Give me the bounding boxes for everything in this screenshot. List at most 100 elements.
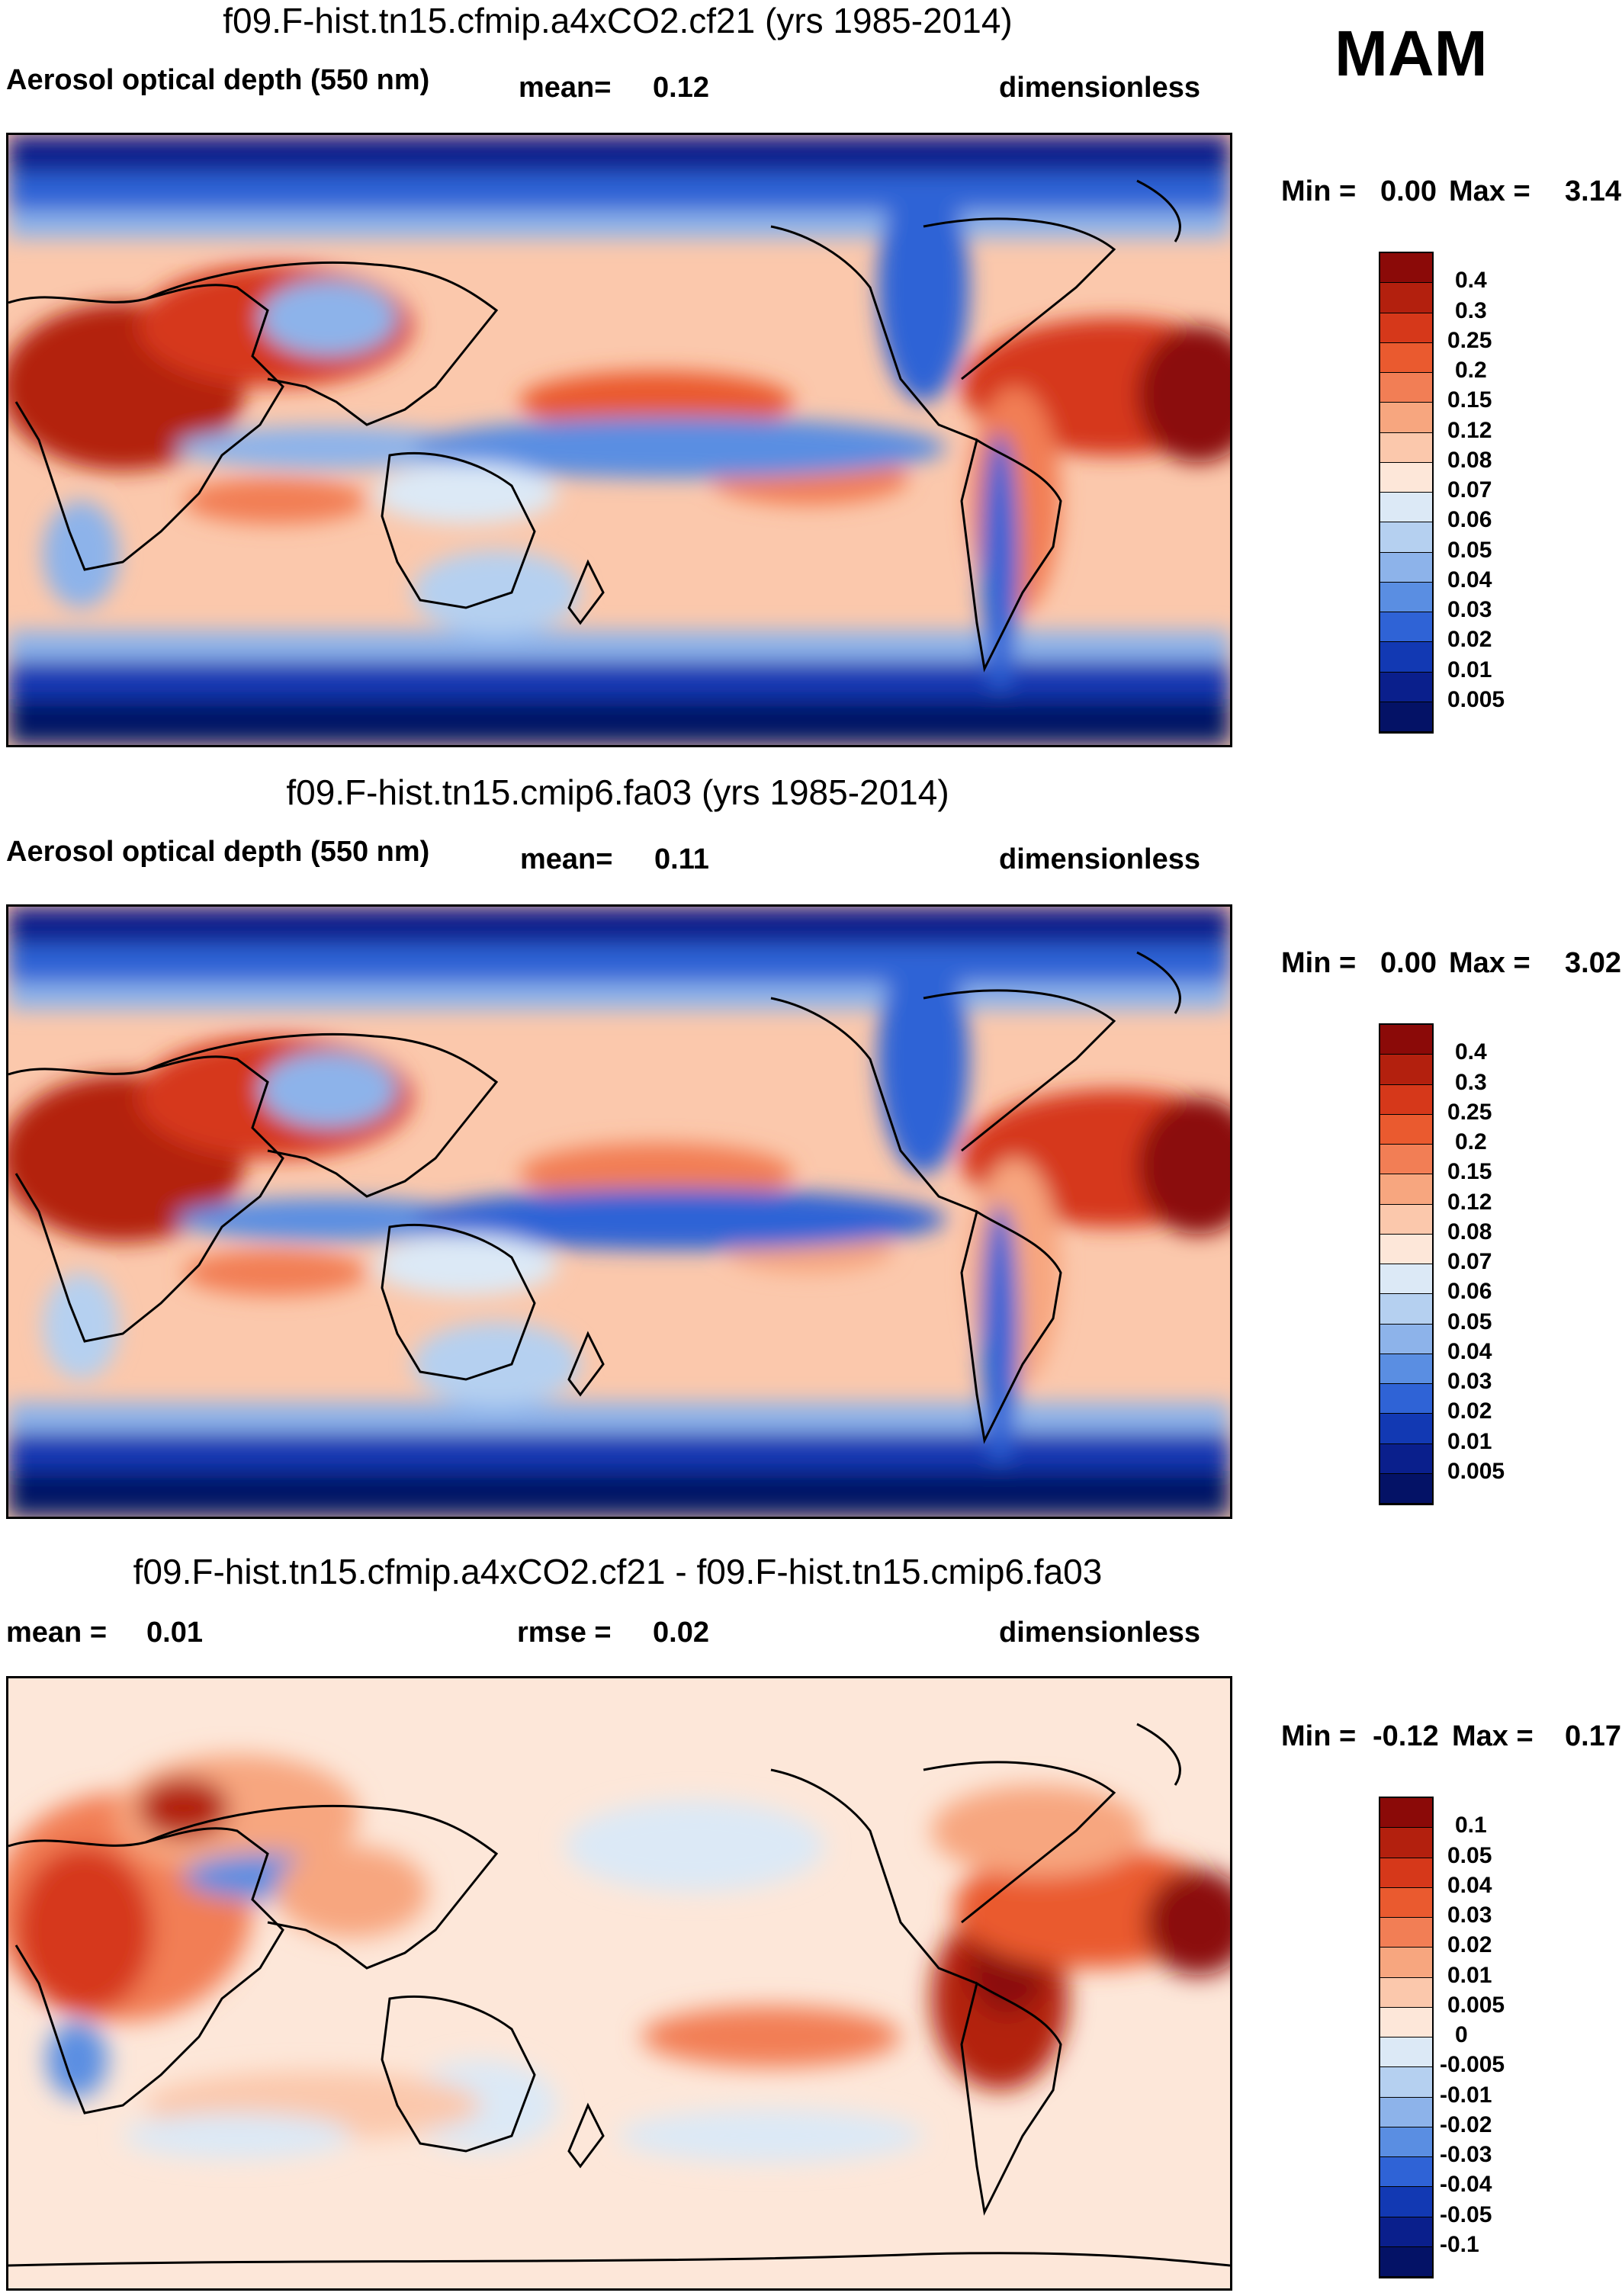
colorbar-tick-label: 0.04 bbox=[1447, 1872, 1492, 1898]
panel2-title: f09.F-hist.tn15.cmip6.fa03 (yrs 1985-201… bbox=[286, 772, 949, 812]
colorbar-tick-label: 0.25 bbox=[1447, 327, 1492, 353]
panel3-rmse-label: rmse = bbox=[517, 1617, 612, 1649]
panel2-colorbar bbox=[1379, 1023, 1434, 1505]
colorbar-tick-label: 0.06 bbox=[1447, 507, 1492, 533]
colorbar-tick-label: 0.005 bbox=[1447, 686, 1505, 712]
panel2-units: dimensionless bbox=[999, 843, 1200, 875]
colorbar-swatch bbox=[1380, 462, 1432, 493]
colorbar-swatch bbox=[1380, 2007, 1432, 2037]
panel3-max-value: 0.17 bbox=[1565, 1720, 1621, 1752]
panel1-mean-label: mean= bbox=[519, 72, 612, 104]
colorbar-tick-label: 0.08 bbox=[1447, 447, 1492, 473]
colorbar-swatch bbox=[1380, 582, 1432, 612]
panel3-rmse-value: 0.02 bbox=[653, 1617, 709, 1649]
colorbar-tick-label: 0.3 bbox=[1455, 1069, 1487, 1095]
colorbar-tick-label: 0.03 bbox=[1447, 1369, 1492, 1394]
colorbar-tick-label: 0.4 bbox=[1455, 1039, 1487, 1065]
colorbar-swatch bbox=[1380, 612, 1432, 643]
panel3-units: dimensionless bbox=[999, 1617, 1200, 1649]
panel2-mean-label: mean= bbox=[520, 843, 613, 875]
colorbar-swatch bbox=[1380, 313, 1432, 343]
colorbar-swatch bbox=[1380, 432, 1432, 463]
panel1-map bbox=[1, 133, 1267, 747]
colorbar-swatch bbox=[1380, 1324, 1432, 1354]
panel1-title: f09.F-hist.tn15.cfmip.a4xCO2.cf21 (yrs 1… bbox=[223, 1, 1013, 40]
colorbar-swatch bbox=[1380, 1294, 1432, 1325]
panel3-colorbar bbox=[1379, 1797, 1434, 2278]
colorbar-swatch bbox=[1380, 1354, 1432, 1384]
panel1-max-value: 3.14 bbox=[1565, 175, 1621, 207]
colorbar-swatch bbox=[1380, 2246, 1432, 2277]
panel3-coastlines bbox=[8, 1723, 1231, 2267]
colorbar-tick-label: 0.12 bbox=[1447, 417, 1492, 443]
panel2-coastlines bbox=[8, 951, 1181, 1444]
colorbar-swatch bbox=[1380, 1084, 1432, 1115]
colorbar-swatch bbox=[1380, 342, 1432, 373]
panel1-map-svg bbox=[1, 135, 1267, 745]
colorbar-tick-label: -0.005 bbox=[1440, 2052, 1505, 2078]
season-label: MAM bbox=[1335, 18, 1488, 89]
colorbar-swatch bbox=[1380, 552, 1432, 583]
panel2-mean-value: 0.11 bbox=[654, 843, 709, 875]
colorbar-tick-label: 0.07 bbox=[1447, 1249, 1492, 1274]
panel3-min-value: -0.12 bbox=[1373, 1720, 1439, 1752]
colorbar-tick-label: 0.02 bbox=[1447, 627, 1492, 653]
colorbar-swatch bbox=[1380, 2127, 1432, 2157]
panel1-mean-value: 0.12 bbox=[653, 72, 709, 104]
colorbar-swatch bbox=[1380, 2037, 1432, 2068]
colorbar-swatch bbox=[1380, 1384, 1432, 1415]
panel3-map-svg bbox=[0, 1678, 1251, 2288]
panel3-max-label: Max = bbox=[1452, 1720, 1534, 1752]
colorbar-tick-label: -0.1 bbox=[1440, 2231, 1479, 2257]
panel1-colorbar-labels: 0.4 0.3 0.25 0.2 0.15 0.12 0.08 0.07 0.06 0.05 0.0… bbox=[1441, 252, 1525, 734]
colorbar-tick-label: 0.01 bbox=[1447, 1962, 1492, 1988]
colorbar-tick-label: 0.04 bbox=[1447, 567, 1492, 592]
colorbar-tick-label: 0.01 bbox=[1447, 1428, 1492, 1454]
panel2-min-value: 0.00 bbox=[1380, 947, 1437, 979]
colorbar-tick-label: -0.01 bbox=[1440, 2082, 1492, 2108]
colorbar-swatch bbox=[1380, 1234, 1432, 1264]
colorbar-tick-label: -0.05 bbox=[1440, 2201, 1492, 2227]
panel1-colorbar bbox=[1379, 252, 1434, 734]
colorbar-tick-label: 0.1 bbox=[1455, 1813, 1487, 1838]
panel2-max-value: 3.02 bbox=[1565, 947, 1621, 979]
colorbar-swatch bbox=[1380, 283, 1432, 313]
colorbar-swatch bbox=[1380, 1055, 1432, 1085]
colorbar-swatch bbox=[1380, 1204, 1432, 1235]
panel3-colorbar-labels: 0.1 0.05 0.04 0.03 0.02 0.01 0.005 0 -0.005 -0.01… bbox=[1440, 1797, 1540, 2278]
panel1-variable: Aerosol optical depth (550 nm) bbox=[6, 64, 430, 96]
colorbar-swatch bbox=[1380, 1828, 1432, 1858]
colorbar-tick-label: -0.03 bbox=[1440, 2142, 1492, 2167]
colorbar-swatch bbox=[1380, 403, 1432, 433]
colorbar-tick-label: 0.01 bbox=[1447, 657, 1492, 682]
colorbar-tick-label: 0.03 bbox=[1447, 1903, 1492, 1928]
colorbar-swatch bbox=[1380, 1264, 1432, 1295]
colorbar-swatch bbox=[1380, 522, 1432, 553]
colorbar-tick-label: 0 bbox=[1455, 2022, 1468, 2047]
colorbar-tick-label: 0.15 bbox=[1447, 1159, 1492, 1185]
panel2-variable: Aerosol optical depth (550 nm) bbox=[6, 836, 430, 868]
panel3-mean-label: mean = bbox=[6, 1617, 108, 1649]
panel3-title: f09.F-hist.tn15.cfmip.a4xCO2.cf21 - f09.… bbox=[133, 1552, 1103, 1591]
colorbar-swatch bbox=[1380, 1145, 1432, 1175]
colorbar-swatch bbox=[1380, 1887, 1432, 1918]
colorbar-swatch bbox=[1380, 1948, 1432, 1978]
colorbar-swatch bbox=[1380, 1025, 1432, 1055]
colorbar-tick-label: 0.3 bbox=[1455, 297, 1487, 323]
colorbar-tick-label: 0.15 bbox=[1447, 387, 1492, 413]
colorbar-tick-label: 0.2 bbox=[1455, 1129, 1487, 1154]
colorbar-swatch bbox=[1380, 2187, 1432, 2217]
panel1-min-value: 0.00 bbox=[1380, 175, 1437, 207]
colorbar-swatch bbox=[1380, 1443, 1432, 1474]
colorbar-tick-label: 0.04 bbox=[1447, 1338, 1492, 1364]
colorbar-swatch bbox=[1380, 2217, 1432, 2247]
colorbar-tick-label: 0.07 bbox=[1447, 477, 1492, 503]
panel3-mean-value: 0.01 bbox=[146, 1617, 203, 1649]
colorbar-swatch bbox=[1380, 2067, 1432, 2098]
panel2-min-label: Min = bbox=[1281, 947, 1357, 979]
panel2-max-label: Max = bbox=[1449, 947, 1530, 979]
colorbar-tick-label: -0.04 bbox=[1440, 2172, 1492, 2198]
colorbar-tick-label: 0.005 bbox=[1447, 1992, 1505, 2018]
colorbar-tick-label: 0.25 bbox=[1447, 1099, 1492, 1125]
colorbar-tick-label: 0.4 bbox=[1455, 268, 1487, 294]
